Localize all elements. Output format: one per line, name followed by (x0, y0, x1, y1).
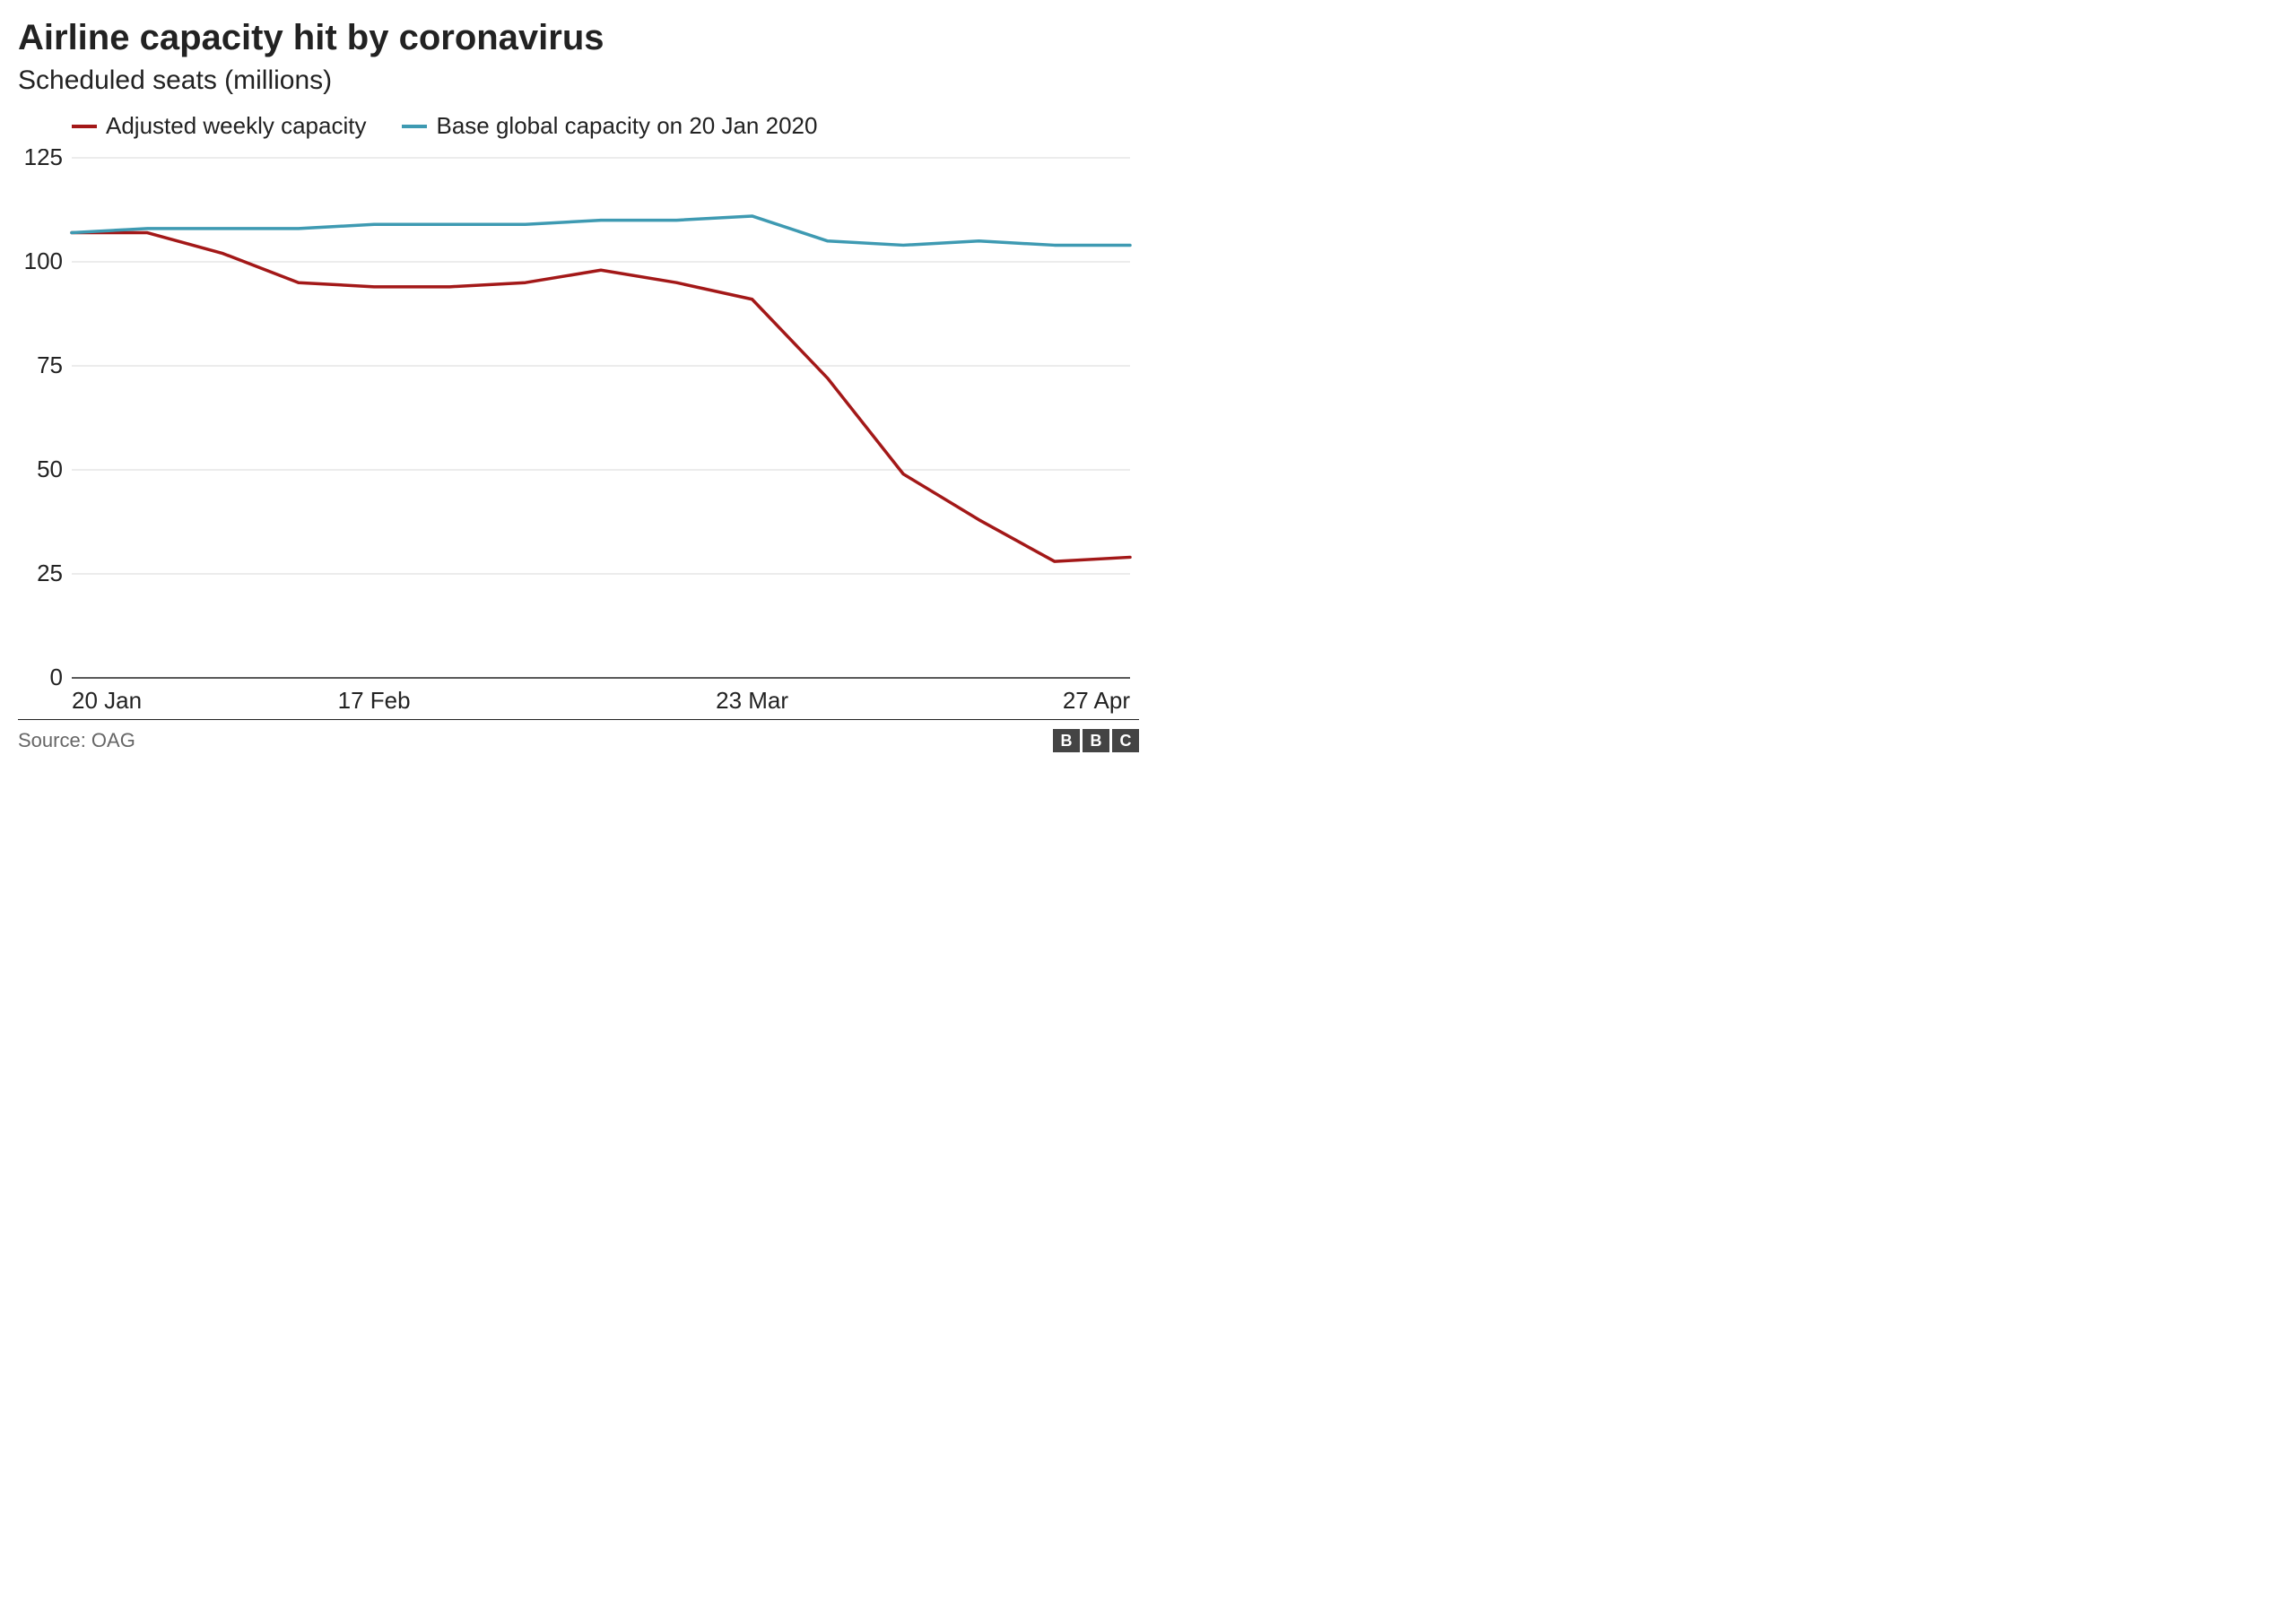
bbc-logo-c: C (1112, 729, 1139, 752)
bbc-logo-b2: B (1083, 729, 1109, 752)
plot-area: 0 25 50 75 100 125 20 Jan 17 Feb 23 Mar 27 Apr (18, 149, 1139, 714)
chart-footer: Source: OAG B B C (18, 719, 1139, 752)
x-tick-label: 20 Jan (72, 687, 142, 714)
y-tick-label: 75 (37, 351, 63, 378)
legend-item-adjusted: Adjusted weekly capacity (72, 112, 366, 140)
legend-swatch-base (402, 125, 427, 128)
x-tick-label: 23 Mar (716, 687, 788, 714)
legend: Adjusted weekly capacity Base global cap… (18, 112, 1139, 140)
series-line-adjusted (72, 233, 1130, 562)
legend-item-base: Base global capacity on 20 Jan 2020 (402, 112, 817, 140)
bbc-logo-b1: B (1053, 729, 1080, 752)
chart-title: Airline capacity hit by coronavirus (18, 18, 1139, 58)
source-text: Source: OAG (18, 729, 135, 752)
x-tick-label: 27 Apr (1063, 687, 1131, 714)
legend-swatch-adjusted (72, 125, 97, 128)
chart-container: Airline capacity hit by coronavirus Sche… (18, 18, 1139, 752)
bbc-logo: B B C (1053, 729, 1139, 752)
chart-subtitle: Scheduled seats (millions) (18, 65, 1139, 96)
y-tick-label: 100 (24, 247, 63, 274)
y-tick-label: 125 (24, 149, 63, 170)
y-tick-label: 50 (37, 456, 63, 482)
series-line-base (72, 216, 1130, 245)
line-chart-svg: 0 25 50 75 100 125 20 Jan 17 Feb 23 Mar 27 Apr (18, 149, 1139, 714)
legend-label-adjusted: Adjusted weekly capacity (106, 112, 366, 140)
y-tick-label: 0 (50, 664, 63, 690)
y-tick-label: 25 (37, 560, 63, 586)
x-tick-label: 17 Feb (338, 687, 411, 714)
legend-label-base: Base global capacity on 20 Jan 2020 (436, 112, 817, 140)
